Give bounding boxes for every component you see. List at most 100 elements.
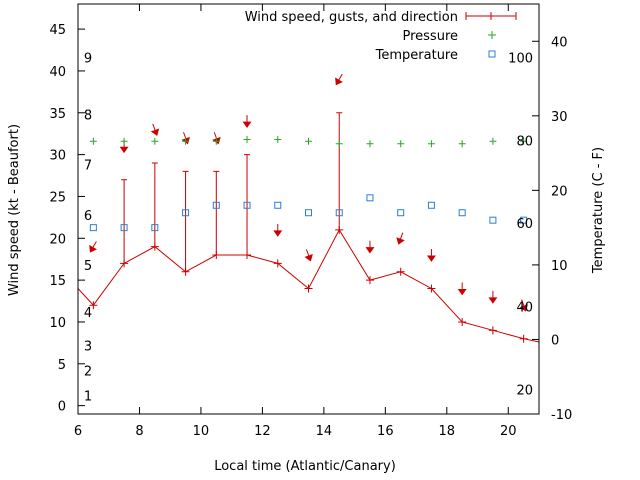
beaufort-label: 8 (84, 108, 92, 123)
legend: Wind speed, gusts, and direction Pressur… (245, 10, 517, 63)
x-tick-label: 6 (74, 424, 82, 439)
wind-direction-arrow (335, 73, 343, 86)
y2-tick-label: 10 (551, 259, 568, 274)
beaufort-label: 5 (84, 259, 92, 274)
wind-direction-arrow (242, 115, 252, 129)
plot-frame (77, 3, 540, 415)
beaufort-label: 2 (84, 364, 92, 379)
pressure-point (397, 140, 405, 148)
legend-label-wind: Wind speed, gusts, and direction (245, 10, 458, 25)
arrow-head (365, 247, 375, 254)
x-tick-label: 14 (316, 424, 333, 439)
x-tick-label: 18 (439, 424, 456, 439)
arrow-head (488, 297, 498, 304)
pressure-point (120, 137, 128, 145)
legend-key-wind (465, 12, 517, 20)
y2-tick-label: 30 (551, 110, 568, 125)
fahrenheit-label: 100 (508, 52, 533, 67)
beaufort-scale-labels: 1 2 3 4 5 6 7 8 9 (84, 52, 92, 405)
y-tick-label: 40 (49, 65, 66, 80)
wind-point (488, 326, 497, 335)
legend-key-pressure (488, 31, 496, 39)
wind-direction-arrow (89, 241, 97, 253)
arrow-head (119, 146, 129, 154)
axis-ticks (77, 4, 539, 415)
temperature-point (120, 224, 128, 232)
temperature-point (151, 224, 159, 232)
y-tick-label: 0 (58, 400, 66, 415)
y-axis-tick-labels: 0 5 10 15 20 25 30 35 40 45 (49, 23, 66, 415)
y2-tick-label: 0 (551, 333, 559, 348)
pressure-point (489, 137, 497, 145)
y2-tick-label: 40 (551, 35, 568, 50)
arrow-head (304, 253, 313, 262)
beaufort-label: 6 (84, 209, 92, 224)
pressure-point (243, 136, 251, 144)
pressure-point (182, 137, 190, 145)
pressure-point (151, 137, 159, 145)
y2-tick-label: -10 (551, 408, 572, 423)
arrow-head (150, 128, 160, 136)
arrow-head (335, 77, 343, 86)
temperature-point (89, 224, 97, 232)
fahrenheit-label: 20 (516, 383, 533, 398)
x-tick-label: 16 (377, 424, 394, 439)
x-tick-label: 12 (254, 424, 271, 439)
fahrenheit-scale-labels: 20 40 60 80 100 (508, 52, 533, 399)
temperature-point (366, 194, 374, 202)
wind-point (519, 334, 528, 343)
pressure-point (335, 140, 343, 148)
y-tick-label: 25 (49, 190, 66, 205)
wind-direction-arrow (396, 232, 405, 245)
wind-direction-arrow (519, 299, 528, 312)
pressure-point (366, 140, 374, 148)
legend-key-temperature (488, 50, 496, 58)
wind-direction-arrow (488, 290, 498, 304)
arrow-head (273, 230, 283, 237)
wind-direction-arrow (365, 240, 375, 254)
temperature-point (274, 201, 282, 209)
arrow-head (426, 255, 436, 262)
fahrenheit-label: 80 (516, 134, 533, 149)
beaufort-label: 7 (84, 159, 92, 174)
y-tick-label: 5 (58, 358, 66, 373)
y-tick-label: 10 (49, 316, 66, 331)
beaufort-label: 3 (84, 339, 92, 354)
arrow-head (242, 121, 252, 129)
arrow-head (457, 288, 467, 296)
wind-point (89, 301, 98, 310)
x-tick-label: 8 (135, 424, 143, 439)
x-tick-label: 10 (193, 424, 210, 439)
wind-point (427, 284, 436, 293)
wind-direction-arrow (150, 123, 160, 136)
x-axis-tick-labels: 6 8 10 12 14 16 18 20 (74, 424, 517, 439)
temperature-point (489, 216, 497, 224)
pressure-point (520, 137, 528, 145)
pressure-point (274, 136, 282, 144)
x-axis-label: Local time (Atlantic/Canary) (214, 459, 396, 474)
wind-point (458, 317, 467, 326)
y2-tick-label: 20 (551, 184, 568, 199)
y-tick-label: 45 (49, 23, 66, 38)
beaufort-label: 1 (84, 390, 92, 405)
temperature-point (335, 209, 343, 217)
temperature-point (305, 209, 312, 217)
temperature-point (520, 216, 528, 224)
temperature-point (212, 201, 220, 209)
y-axis-label: Wind speed (kt - Beaufort) (7, 124, 22, 296)
temperature-point (243, 201, 251, 209)
pressure-point (89, 137, 97, 145)
arrow-head (519, 304, 528, 312)
wind-direction-arrow (426, 249, 436, 262)
pressure-point (305, 137, 312, 145)
y-tick-label: 15 (49, 274, 66, 289)
wind-point (396, 267, 405, 276)
arrow-head (396, 237, 405, 245)
wind-direction-arrow (304, 249, 313, 262)
y-tick-label: 35 (49, 107, 66, 122)
wind-point (273, 259, 282, 268)
temperature-point (182, 209, 190, 217)
wind-point (365, 276, 374, 285)
wind-direction-arrow (457, 282, 467, 296)
